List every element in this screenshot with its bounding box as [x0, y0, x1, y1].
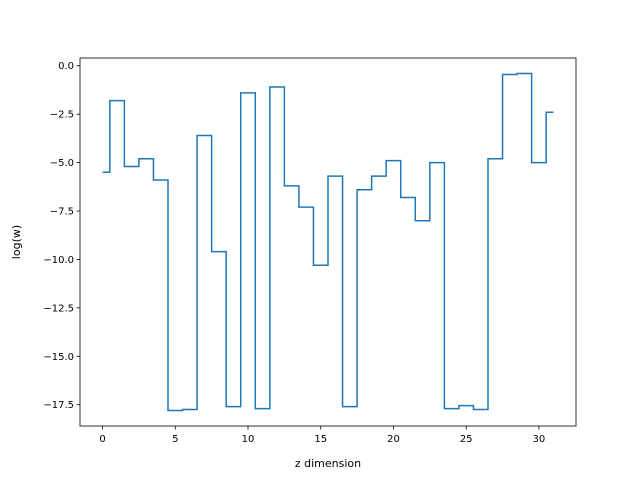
y-axis-label: log(w): [10, 225, 23, 259]
x-tick-label: 20: [387, 434, 400, 445]
y-tick-label: −12.5: [43, 303, 74, 314]
plot-marks: [102, 72, 554, 412]
x-tick-label: 15: [314, 434, 327, 445]
axes: 0 5 10 15 20 25 30 0.0 −2.5 −5.0 −7.5 −10.0 −12.5 −15…: [43, 57, 577, 445]
x-tick-label: 5: [172, 434, 178, 445]
x-tick-label: 0: [99, 434, 105, 445]
y-tick-label: −10.0: [43, 255, 74, 266]
x-tick-label: 30: [533, 434, 546, 445]
y-tick-label: −2.5: [50, 110, 74, 121]
y-tick-label: 0.0: [58, 61, 74, 72]
y-tick-label: −7.5: [50, 207, 74, 218]
plot-frame: [79, 57, 577, 427]
y-tick-label: −17.5: [43, 400, 74, 411]
y-tick-label: −15.0: [43, 352, 74, 363]
x-tick-label: 25: [460, 434, 473, 445]
series-line-0: [102, 72, 554, 412]
x-axis-label: z dimension: [295, 457, 361, 470]
y-tick-label: −5.0: [50, 158, 74, 169]
x-tick-label: 10: [242, 434, 255, 445]
